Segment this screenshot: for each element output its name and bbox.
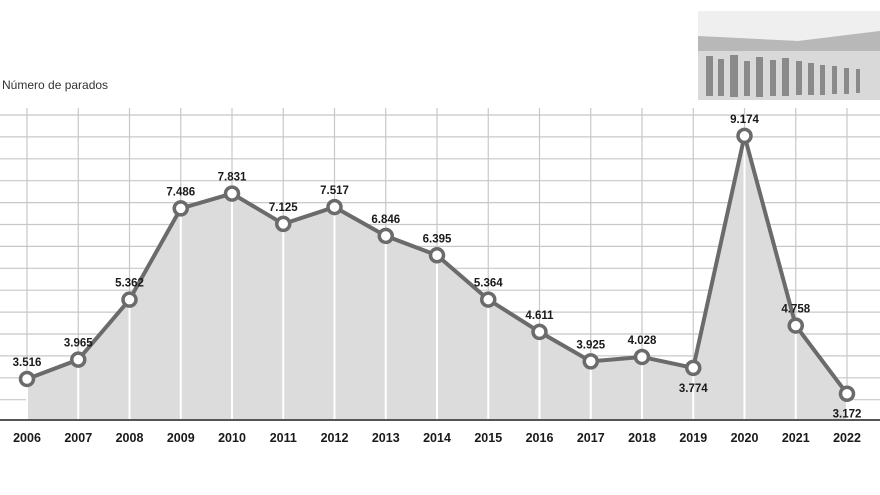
data-label: 3.516 (13, 357, 42, 369)
x-tick-label: 2006 (13, 431, 41, 445)
data-point (70, 351, 87, 368)
data-label: 7.831 (218, 172, 247, 184)
data-point (172, 200, 189, 217)
data-point (326, 198, 343, 216)
data-label: 4.611 (525, 310, 554, 322)
data-label: 5.362 (115, 278, 144, 290)
x-tick-label: 2021 (782, 431, 810, 445)
data-point (736, 127, 753, 145)
x-tick-label: 2016 (526, 431, 554, 445)
data-point (18, 370, 36, 388)
data-label: 3.925 (576, 339, 605, 351)
x-tick-label: 2009 (167, 431, 195, 445)
data-point (275, 215, 292, 233)
data-point (121, 291, 138, 308)
data-point (428, 247, 446, 264)
x-tick-label: 2011 (270, 431, 297, 445)
data-label: 6.395 (423, 233, 452, 245)
data-point (633, 348, 651, 366)
x-tick-label: 2008 (116, 431, 144, 445)
x-tick-label: 2013 (372, 431, 400, 445)
x-tick-label: 2020 (731, 431, 759, 445)
fill-gridlines (26, 135, 848, 420)
data-label: 3.172 (833, 409, 862, 421)
x-tick-label: 2022 (833, 431, 861, 445)
data-label: 7.486 (166, 186, 195, 198)
data-label: 7.125 (269, 202, 298, 214)
x-tick-label: 2010 (218, 431, 246, 445)
data-point (582, 353, 599, 370)
data-label: 3.774 (679, 383, 708, 395)
x-tick-label: 2015 (474, 431, 502, 445)
data-point (838, 385, 856, 402)
x-tick-label: 2019 (679, 431, 707, 445)
x-tick-label: 2007 (64, 431, 92, 445)
x-tick-label: 2017 (577, 431, 605, 445)
data-point (685, 359, 702, 377)
x-tick-label: 2018 (628, 431, 656, 445)
data-label: 9.174 (730, 114, 759, 126)
queue-photo (698, 11, 880, 100)
x-tick-label: 2012 (321, 431, 349, 445)
data-point (223, 185, 241, 202)
data-point (787, 317, 804, 334)
data-point (480, 291, 497, 308)
y-axis-label: Número de parados (2, 78, 109, 92)
data-label: 3.965 (64, 338, 93, 350)
data-point (377, 227, 394, 245)
data-label: 4.028 (628, 335, 657, 347)
data-label: 7.517 (320, 185, 349, 197)
data-label: 4.758 (781, 304, 810, 316)
data-label: 5.364 (474, 278, 503, 290)
x-tick-label: 2014 (423, 431, 451, 445)
data-point (531, 323, 548, 341)
data-label: 6.846 (371, 214, 400, 226)
